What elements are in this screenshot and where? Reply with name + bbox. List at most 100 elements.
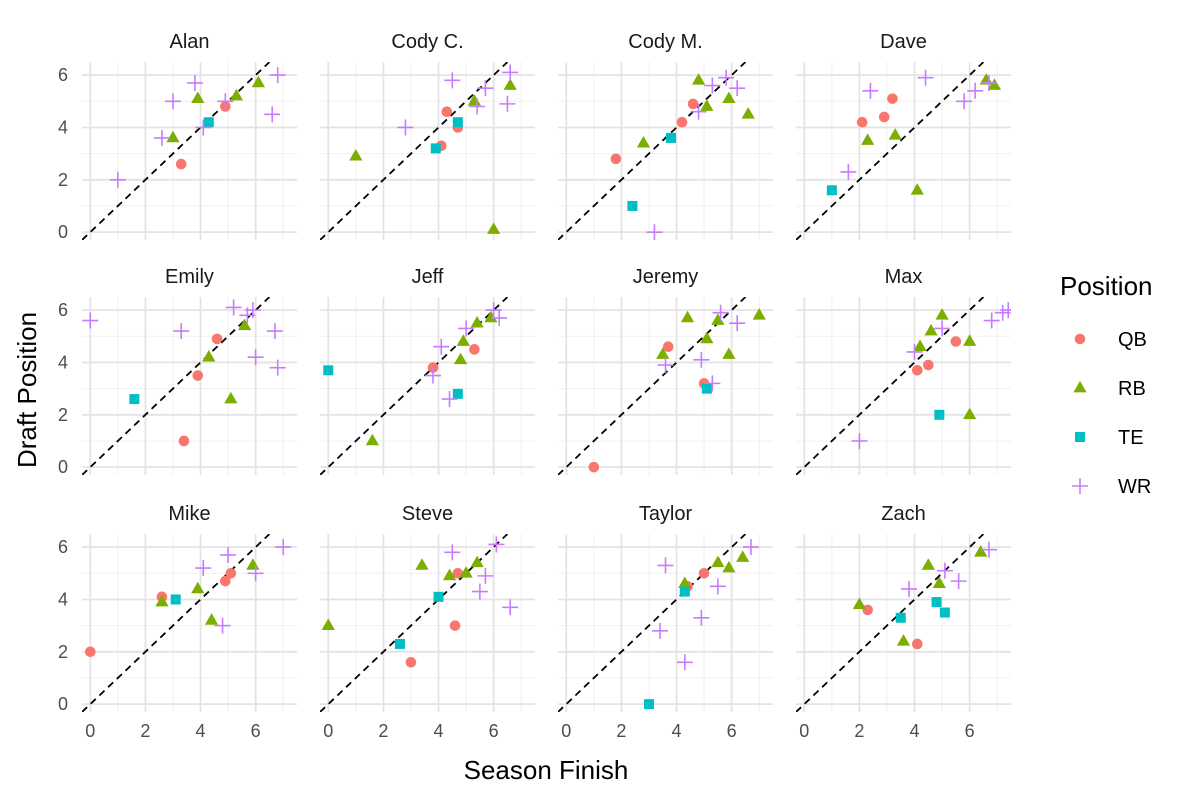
data-point-wr (840, 163, 857, 180)
data-point-wr (693, 351, 710, 368)
data-point-wr (956, 93, 973, 110)
data-points (852, 541, 997, 650)
data-point-rb (741, 107, 755, 119)
data-point-wr (471, 583, 488, 600)
data-points (323, 302, 508, 446)
data-points (826, 69, 1002, 196)
grid (558, 297, 773, 475)
data-point-rb (365, 433, 379, 446)
data-point-qb (610, 153, 622, 165)
data-point-qb (662, 341, 674, 353)
data-point-rb (935, 308, 949, 320)
data-point-rb (349, 149, 363, 161)
data-point-rb (852, 597, 867, 609)
data-points (82, 299, 286, 447)
data-point-wr (397, 119, 414, 136)
data-point-wr (217, 93, 234, 110)
data-point-wr (187, 74, 204, 91)
data-point-qb (84, 646, 96, 658)
data-point-wr (195, 119, 212, 136)
data-point-qb (175, 158, 187, 170)
data-point-rb (736, 550, 750, 562)
data-point-wr (980, 74, 997, 91)
data-point-wr (153, 129, 170, 146)
data-point-wr (444, 72, 461, 89)
data-point-te (170, 594, 181, 605)
data-point-rb (974, 545, 988, 557)
x-tick-label: 0 (561, 721, 571, 741)
data-point-rb (442, 568, 457, 581)
data-point-te (701, 383, 712, 394)
data-point-wr (718, 69, 735, 86)
data-points (109, 67, 286, 188)
facet-panel-cody-c: Cody C. (320, 31, 535, 240)
data-point-qb (405, 656, 417, 668)
y-tick-label: 2 (58, 405, 68, 425)
data-point-rb (691, 73, 706, 85)
legend-item-rb: RB (1073, 378, 1146, 400)
data-point-rb (202, 350, 216, 362)
data-point-rb (166, 130, 180, 143)
data-point-rb (910, 183, 924, 195)
data-point-qb (856, 116, 868, 128)
reference-line (796, 297, 985, 475)
data-point-wr (477, 567, 494, 584)
legend-title: Position (1060, 271, 1153, 301)
data-point-wr (851, 432, 868, 449)
data-point-qb (687, 98, 699, 110)
data-point-te (323, 365, 334, 376)
data-point-rb (888, 128, 902, 140)
x-tick-label: 0 (323, 721, 333, 741)
data-point-qb (441, 106, 453, 118)
data-point-wr (1000, 302, 1011, 319)
legend-item-wr: WR (1072, 476, 1151, 498)
y-tick-label: 6 (58, 537, 68, 557)
x-tick-label: 6 (251, 721, 261, 741)
reference-line (796, 62, 985, 240)
data-point-qb (911, 364, 923, 376)
y-axis-title: Draft Position (12, 312, 42, 468)
grid (796, 62, 1011, 240)
data-point-qb (588, 461, 600, 473)
data-point-wr (425, 367, 442, 384)
facet-title: Alan (169, 31, 209, 53)
data-point-wr (444, 544, 461, 561)
data-point-qb (211, 333, 223, 345)
data-point-te (627, 200, 638, 211)
y-tick-label: 4 (58, 117, 68, 137)
reference-line (82, 297, 271, 475)
data-point-te (452, 388, 463, 399)
data-point-rb (921, 558, 935, 570)
data-point-te (666, 132, 677, 143)
facet-panel-jeff: Jeff (320, 266, 535, 475)
legend-key-triangle (1073, 380, 1087, 393)
data-point-wr (862, 82, 879, 99)
data-point-rb (636, 135, 651, 148)
data-point-rb (487, 222, 501, 234)
data-point-rb (459, 566, 473, 578)
data-point-rb (453, 352, 468, 365)
x-tick-label: 2 (854, 721, 864, 741)
data-point-rb (924, 323, 938, 336)
data-point-wr (491, 309, 508, 326)
reference-line (558, 62, 747, 240)
facet-title: Mike (168, 503, 210, 525)
facet-title: Jeremy (633, 266, 699, 288)
data-point-wr (502, 64, 519, 81)
facet-panel-jeremy: Jeremy (558, 266, 773, 475)
data-point-wr (980, 541, 997, 558)
data-point-rb (470, 555, 484, 568)
data-points (588, 304, 766, 473)
legend-item-qb: QB (1074, 329, 1147, 351)
data-point-qb (887, 93, 898, 104)
data-point-rb (680, 310, 695, 323)
grid (320, 534, 535, 712)
data-point-rb (722, 91, 736, 103)
legend-label: WR (1118, 476, 1151, 498)
data-point-wr (82, 312, 99, 329)
grid (320, 62, 535, 240)
data-point-rb (896, 634, 911, 646)
reference-line (82, 534, 271, 712)
y-tick-label: 2 (58, 642, 68, 662)
data-point-wr (441, 391, 458, 408)
